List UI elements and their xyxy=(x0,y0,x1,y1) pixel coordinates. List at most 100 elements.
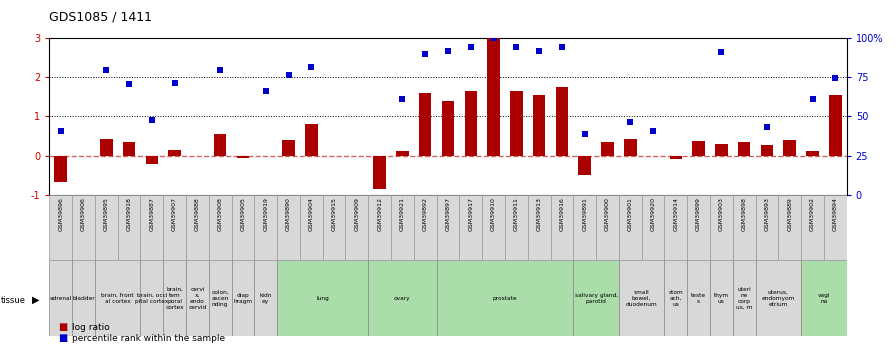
Bar xyxy=(573,195,596,260)
Text: GSM39905: GSM39905 xyxy=(240,197,246,231)
Bar xyxy=(442,101,454,156)
Bar xyxy=(436,195,460,260)
Bar xyxy=(277,195,300,260)
Text: GSM39912: GSM39912 xyxy=(377,197,383,231)
Bar xyxy=(419,93,432,156)
Text: GDS1085 / 1411: GDS1085 / 1411 xyxy=(49,10,152,23)
Text: uteri
ne
corp
us, m: uteri ne corp us, m xyxy=(736,287,753,309)
Bar xyxy=(669,156,682,159)
Text: cervi
x,
endo
cervid: cervi x, endo cervid xyxy=(188,287,206,309)
Text: thym
us: thym us xyxy=(714,293,729,304)
Bar xyxy=(761,145,773,156)
Bar xyxy=(323,195,346,260)
Text: GSM39911: GSM39911 xyxy=(513,197,519,231)
Bar xyxy=(396,151,409,156)
Bar xyxy=(72,260,95,336)
Bar xyxy=(72,195,95,260)
Bar xyxy=(733,260,755,336)
Text: GSM39916: GSM39916 xyxy=(559,197,564,231)
Text: kidn
ey: kidn ey xyxy=(260,293,271,304)
Bar xyxy=(145,156,158,164)
Text: GSM39899: GSM39899 xyxy=(696,197,702,231)
Text: GSM39921: GSM39921 xyxy=(400,197,405,231)
Text: teste
s: teste s xyxy=(691,293,706,304)
Bar xyxy=(779,195,801,260)
Bar xyxy=(49,195,72,260)
Bar xyxy=(163,260,186,336)
Bar xyxy=(186,195,209,260)
Text: GSM39898: GSM39898 xyxy=(742,197,746,231)
Bar xyxy=(710,195,733,260)
Bar xyxy=(642,195,665,260)
Bar xyxy=(346,195,368,260)
Text: GSM39890: GSM39890 xyxy=(286,197,291,231)
Bar xyxy=(163,195,186,260)
Text: salivary gland,
parotid: salivary gland, parotid xyxy=(574,293,617,304)
Bar xyxy=(214,134,227,156)
Bar xyxy=(624,139,636,156)
Text: bladder: bladder xyxy=(73,296,95,301)
Bar xyxy=(801,195,824,260)
Bar xyxy=(282,140,295,156)
Bar xyxy=(619,260,665,336)
Bar xyxy=(368,260,436,336)
Bar xyxy=(231,195,254,260)
Bar xyxy=(95,260,141,336)
Bar xyxy=(533,95,546,156)
Text: vagi
na: vagi na xyxy=(818,293,831,304)
Bar xyxy=(687,260,710,336)
Text: GSM39919: GSM39919 xyxy=(263,197,268,231)
Text: GSM39888: GSM39888 xyxy=(194,197,200,231)
Bar xyxy=(168,150,181,156)
Text: GSM39895: GSM39895 xyxy=(104,197,108,231)
Text: GSM39904: GSM39904 xyxy=(309,197,314,231)
Bar xyxy=(806,151,819,156)
Text: brain, occi
pital cortex: brain, occi pital cortex xyxy=(135,293,168,304)
Bar xyxy=(209,195,231,260)
Text: uterus,
endomyom
etrium: uterus, endomyom etrium xyxy=(762,290,795,307)
Text: GSM39891: GSM39891 xyxy=(582,197,587,231)
Text: prostate: prostate xyxy=(493,296,517,301)
Bar xyxy=(482,195,505,260)
Bar xyxy=(665,195,687,260)
Bar xyxy=(733,195,755,260)
Bar xyxy=(100,139,113,156)
Bar xyxy=(277,260,368,336)
Text: GSM39914: GSM39914 xyxy=(673,197,678,231)
Text: GSM39913: GSM39913 xyxy=(537,197,542,231)
Bar xyxy=(49,260,72,336)
Text: GSM39896: GSM39896 xyxy=(58,197,64,231)
Bar xyxy=(391,195,414,260)
Bar xyxy=(755,195,779,260)
Text: GSM39900: GSM39900 xyxy=(605,197,610,231)
Text: ▶: ▶ xyxy=(32,295,39,305)
Bar xyxy=(209,260,231,336)
Text: GSM39915: GSM39915 xyxy=(332,197,337,231)
Text: GSM39897: GSM39897 xyxy=(445,197,451,231)
Text: ■: ■ xyxy=(58,333,67,343)
Text: ■: ■ xyxy=(58,322,67,332)
Text: GSM39908: GSM39908 xyxy=(218,197,223,231)
Text: GSM39893: GSM39893 xyxy=(764,197,770,231)
Text: small
bowel,
duodenum: small bowel, duodenum xyxy=(625,290,658,307)
Text: GSM39910: GSM39910 xyxy=(491,197,496,231)
Bar xyxy=(368,195,391,260)
Bar xyxy=(231,260,254,336)
Bar xyxy=(573,260,619,336)
Text: GSM39901: GSM39901 xyxy=(628,197,633,231)
Text: ovary: ovary xyxy=(394,296,410,301)
Bar xyxy=(464,91,477,156)
Text: adrenal: adrenal xyxy=(49,296,72,301)
Bar xyxy=(550,195,573,260)
Bar xyxy=(460,195,482,260)
Bar xyxy=(755,260,801,336)
Bar xyxy=(665,260,687,336)
Text: GSM39894: GSM39894 xyxy=(832,197,838,231)
Bar xyxy=(783,140,796,156)
Text: GSM39906: GSM39906 xyxy=(81,197,86,231)
Bar xyxy=(710,260,733,336)
Bar xyxy=(510,91,522,156)
Bar xyxy=(141,195,163,260)
Bar xyxy=(436,260,573,336)
Text: GSM39917: GSM39917 xyxy=(469,197,473,231)
